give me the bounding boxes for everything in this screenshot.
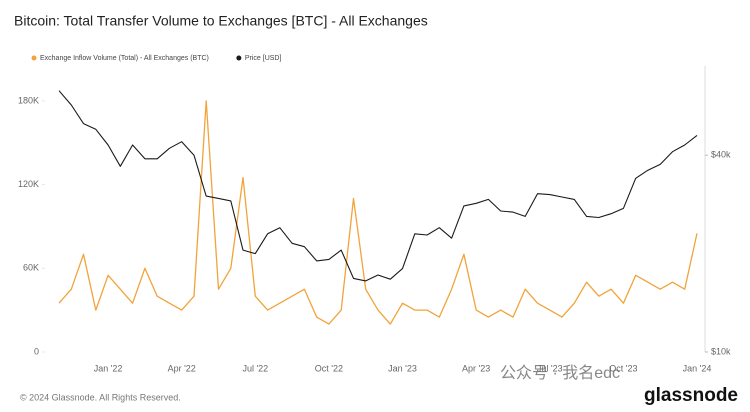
logo: glassnode <box>644 385 738 406</box>
y-tick-label: 0 <box>34 346 39 356</box>
y2-tick-label: $10k <box>711 346 731 356</box>
footer: © 2024 Glassnode. All Rights Reserved. <box>20 392 181 402</box>
x-tick-label: Jul '22 <box>242 363 268 373</box>
watermark: 公众号 · 我名edc <box>500 364 620 382</box>
x-tick-label: Oct '22 <box>315 363 343 373</box>
y-tick-label: 120K <box>18 179 39 189</box>
chart-title: Bitcoin: Total Transfer Volume to Exchan… <box>14 13 428 29</box>
legend-swatch <box>31 55 37 61</box>
x-tick-label: Jan '22 <box>94 363 123 373</box>
x-tick-label: Oct '23 <box>609 363 637 373</box>
x-tick-label: Apr '22 <box>168 363 196 373</box>
legend-swatch <box>236 55 242 61</box>
y-tick-label: 60K <box>23 263 39 273</box>
legend-label: Exchange Inflow Volume (Total) - All Exc… <box>40 55 209 62</box>
x-tick-label: Jan '23 <box>388 363 417 373</box>
y2-tick-label: $40k <box>711 150 731 160</box>
x-tick-label: Jul '23 <box>537 363 563 373</box>
series-line <box>58 90 698 282</box>
legend-label: Price [USD] <box>245 55 282 62</box>
series-line <box>58 100 698 325</box>
x-tick-label: Apr '23 <box>462 363 490 373</box>
y-tick-label: 180K <box>18 95 39 105</box>
x-tick-label: Jan '24 <box>683 363 712 373</box>
